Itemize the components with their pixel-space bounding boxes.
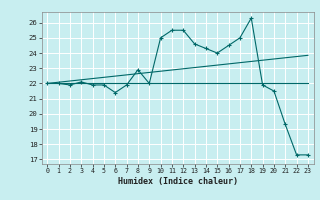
X-axis label: Humidex (Indice chaleur): Humidex (Indice chaleur) [118,177,237,186]
